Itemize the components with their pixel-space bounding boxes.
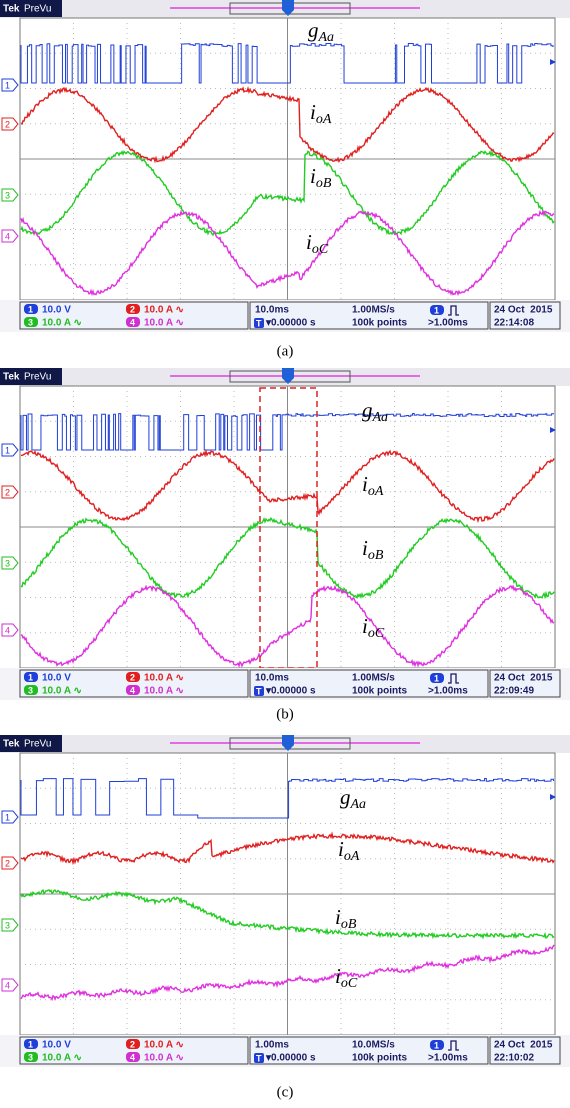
label-sub: oB <box>368 548 384 563</box>
trigger-channel: 1 <box>434 305 439 315</box>
channel-number: 3 <box>5 190 10 200</box>
record-length: 100k points <box>352 318 407 329</box>
trigger-channel: 1 <box>434 1040 439 1050</box>
scope-panel: TekPreVu1234gAaioAioBioC110.0 V210.0 A ∿… <box>0 0 570 359</box>
record-length: 100k points <box>352 1053 407 1064</box>
channel-scale: 10.0 A ∿ <box>144 305 184 316</box>
channel-number: 2 <box>5 858 10 868</box>
channel-number: 2 <box>5 119 10 129</box>
sample-rate: 1.00MS/s <box>352 305 395 316</box>
clock-time: 22:14:08 <box>494 318 534 329</box>
channel-scale: 10.0 A ∿ <box>144 1053 184 1064</box>
channel-number: 4 <box>5 980 10 990</box>
channel-number: 2 <box>5 487 10 497</box>
channel-number: 4 <box>5 231 10 241</box>
channel-scale: 10.0 A ∿ <box>42 1053 82 1064</box>
label-base: g <box>340 785 351 809</box>
label-sub: oA <box>316 112 332 127</box>
channel-badge-number: 1 <box>28 304 33 314</box>
channel-badge-number: 1 <box>28 672 33 682</box>
delay: ▾0.00000 s <box>265 1053 316 1064</box>
channel-number: 1 <box>5 445 10 455</box>
date: 24 Oct 2015 <box>494 305 553 316</box>
channel-badge-number: 2 <box>130 1039 135 1049</box>
clock-time: 22:09:49 <box>494 686 534 697</box>
caption: (a) <box>277 343 294 359</box>
channel-scale: 10.0 A ∿ <box>144 686 184 697</box>
label-sub: Aa <box>318 30 335 45</box>
mode: PreVu <box>24 4 51 15</box>
brand: Tek <box>3 739 20 750</box>
channel-badge-number: 4 <box>130 685 135 695</box>
label-sub: Aa <box>350 797 367 812</box>
date: 24 Oct 2015 <box>494 673 553 684</box>
page: {"panels": [ {"caption": "(a)", "brand":… <box>0 0 570 1108</box>
brand: Tek <box>3 4 20 15</box>
channel-scale: 10.0 V <box>42 1040 71 1051</box>
label-sub: oC <box>368 626 385 641</box>
channel-scale: 10.0 A ∿ <box>42 318 82 329</box>
mode: PreVu <box>24 739 51 750</box>
channel-number: 1 <box>5 812 10 822</box>
label-base: g <box>308 18 319 42</box>
channel-scale: 10.0 V <box>42 305 71 316</box>
channel-scale: 10.0 A ∿ <box>144 673 184 684</box>
delay-badge: T <box>256 1053 262 1063</box>
channel-badge-number: 2 <box>130 672 135 682</box>
clock-time: 22:10:02 <box>494 1053 534 1064</box>
mode: PreVu <box>24 372 51 383</box>
channel-badge-number: 3 <box>28 1052 33 1062</box>
sample-rate: 10.0MS/s <box>352 1040 395 1051</box>
caption: (b) <box>276 706 294 722</box>
record-length: 100k points <box>352 686 407 697</box>
caption: (c) <box>277 1084 294 1100</box>
timebase: 10.0ms <box>255 673 289 684</box>
channel-number: 3 <box>5 920 10 930</box>
label-sub: oB <box>341 917 357 932</box>
channel-badge-number: 3 <box>28 317 33 327</box>
channel-scale: 10.0 V <box>42 673 71 684</box>
trigger-level: >1.00ms <box>428 686 468 697</box>
channel-scale: 10.0 A ∿ <box>144 1040 184 1051</box>
brand: Tek <box>3 372 20 383</box>
date: 24 Oct 2015 <box>494 1040 553 1051</box>
sample-rate: 1.00MS/s <box>352 673 395 684</box>
label-sub: oA <box>344 849 360 864</box>
label-sub: oC <box>312 242 329 257</box>
channel-badge-number: 1 <box>28 1039 33 1049</box>
channel-number: 3 <box>5 558 10 568</box>
delay: ▾0.00000 s <box>265 686 316 697</box>
channel-number: 1 <box>5 80 10 90</box>
delay-badge: T <box>256 686 262 696</box>
trigger-channel: 1 <box>434 673 439 683</box>
channel-badge-number: 3 <box>28 685 33 695</box>
label-sub: oB <box>316 176 332 191</box>
channel-badge-number: 2 <box>130 304 135 314</box>
timebase: 1.00ms <box>255 1040 289 1051</box>
delay: ▾0.00000 s <box>265 318 316 329</box>
channel-number: 4 <box>5 625 10 635</box>
trigger-level: >1.00ms <box>428 318 468 329</box>
label-sub: oA <box>368 484 384 499</box>
channel-scale: 10.0 A ∿ <box>144 318 184 329</box>
label-sub: Aa <box>372 410 389 425</box>
channel-badge-number: 4 <box>130 317 135 327</box>
timebase: 10.0ms <box>255 305 289 316</box>
label-base: g <box>362 398 373 422</box>
delay-badge: T <box>256 318 262 328</box>
label-sub: oC <box>341 976 358 991</box>
channel-scale: 10.0 A ∿ <box>42 686 82 697</box>
figure: TekPreVu1234gAaioAioBioC110.0 V210.0 A ∿… <box>0 0 570 1108</box>
channel-badge-number: 4 <box>130 1052 135 1062</box>
trigger-level: >1.00ms <box>428 1053 468 1064</box>
